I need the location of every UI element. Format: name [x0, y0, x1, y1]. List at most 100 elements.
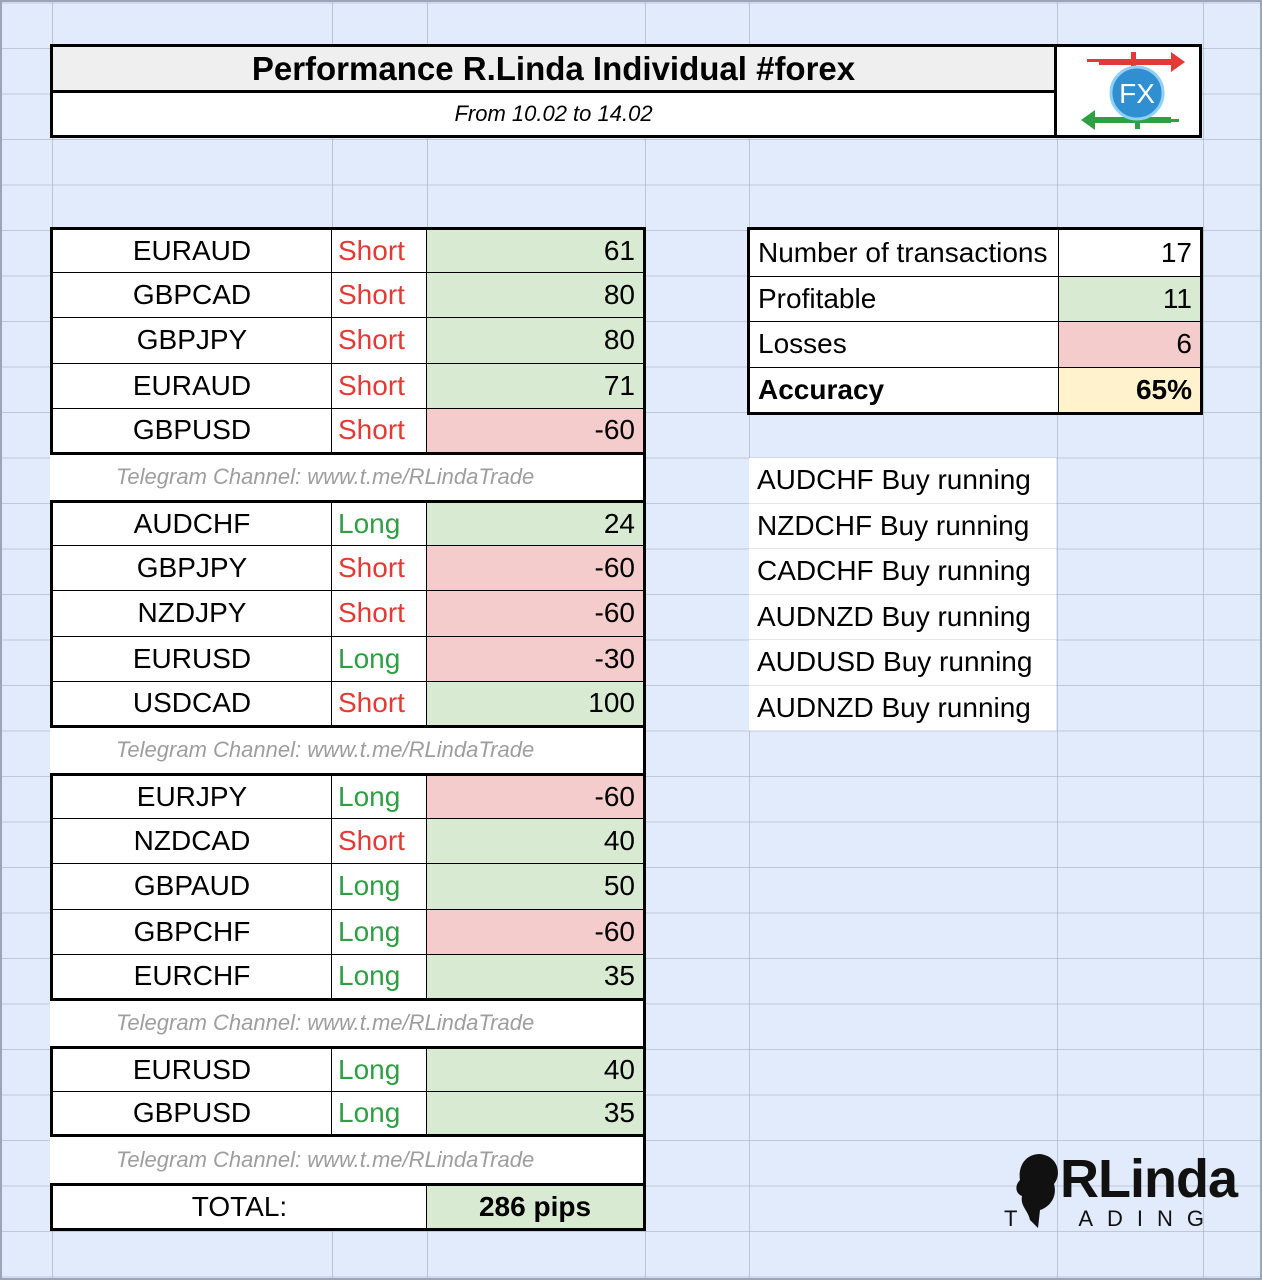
table-row: AUDCHF Long 24 [50, 500, 646, 546]
rlinda-trading-logo: RLinda T ADING [1004, 1148, 1238, 1238]
stat-value: 65% [1059, 367, 1200, 412]
stat-label: Losses [750, 322, 1059, 367]
table-row: EURAUD Short 71 [50, 363, 646, 409]
telegram-channel-note: Telegram Channel: www.t.me/RLindaTrade [50, 454, 646, 500]
trade-direction: Long [332, 1046, 427, 1092]
trade-pips: -60 [427, 591, 646, 637]
stat-label: Accuracy [750, 367, 1059, 412]
currency-pair: EURUSD [50, 636, 332, 682]
table-row: GBPUSD Short -60 [50, 409, 646, 455]
table-row: EURUSD Long -30 [50, 636, 646, 682]
stats-row: Profitable 11 [750, 275, 1200, 321]
currency-pair: GBPCAD [50, 272, 332, 318]
trade-direction: Long [332, 909, 427, 955]
page-title: Performance R.Linda Individual #forex [53, 47, 1057, 93]
running-position-item: NZDCHF Buy running [749, 503, 1056, 549]
trade-pips: 80 [427, 318, 646, 364]
trade-pips: 71 [427, 363, 646, 409]
currency-pair: EURJPY [50, 773, 332, 819]
trade-pips: 24 [427, 500, 646, 546]
currency-pair: EURAUD [50, 363, 332, 409]
brand-tagline: T ADING [1004, 1206, 1218, 1231]
currency-pair: AUDCHF [50, 500, 332, 546]
currency-pair: GBPJPY [50, 318, 332, 364]
total-row: TOTAL: 286 pips [50, 1182, 646, 1231]
running-position-item: CADCHF Buy running [749, 549, 1056, 595]
stat-label: Profitable [750, 276, 1059, 321]
stat-value: 6 [1059, 322, 1200, 367]
grid-col-line [1203, 0, 1204, 1280]
stat-label: Number of transactions [750, 230, 1059, 276]
currency-pair: USDCAD [50, 682, 332, 728]
table-row: NZDJPY Short -60 [50, 591, 646, 637]
running-position-item: AUDUSD Buy running [749, 640, 1056, 686]
trade-direction: Long [332, 500, 427, 546]
trade-pips: 80 [427, 272, 646, 318]
table-row: EURCHF Long 35 [50, 955, 646, 1001]
trades-table: EURAUD Short 61 GBPCAD Short 80 GBPJPY Short 80 E… [50, 227, 646, 1231]
trade-pips: 40 [427, 1046, 646, 1092]
telegram-channel-note: Telegram Channel: www.t.me/RLindaTrade [50, 1000, 646, 1046]
running-positions-list: AUDCHF Buy running NZDCHF Buy running CADC… [749, 458, 1056, 731]
trade-pips: 100 [427, 682, 646, 728]
trade-direction: Short [332, 409, 427, 455]
running-position-item: AUDCHF Buy running [749, 458, 1056, 504]
currency-pair: EURUSD [50, 1046, 332, 1092]
currency-pair: GBPCHF [50, 909, 332, 955]
running-position-item: AUDNZD Buy running [749, 685, 1056, 731]
trade-pips: -30 [427, 636, 646, 682]
currency-pair: NZDJPY [50, 591, 332, 637]
stats-row: Losses 6 [750, 321, 1200, 367]
trade-pips: 50 [427, 864, 646, 910]
silhouette-icon [1016, 1154, 1058, 1228]
currency-pair: GBPUSD [50, 409, 332, 455]
trade-pips: -60 [427, 409, 646, 455]
table-row: EURUSD Long 40 [50, 1046, 646, 1092]
fx-logo-icon: FX [1081, 52, 1185, 130]
currency-pair: EURCHF [50, 955, 332, 1001]
trade-direction: Short [332, 818, 427, 864]
trade-pips: 61 [427, 227, 646, 273]
stats-table: Number of transactions 17 Profitable 11 Loss… [747, 227, 1203, 415]
currency-pair: GBPAUD [50, 864, 332, 910]
trade-pips: -60 [427, 909, 646, 955]
trade-direction: Short [332, 591, 427, 637]
running-position-item: AUDNZD Buy running [749, 594, 1056, 640]
trade-direction: Long [332, 955, 427, 1001]
trade-direction: Short [332, 227, 427, 273]
table-row: GBPAUD Long 50 [50, 864, 646, 910]
trade-pips: -60 [427, 773, 646, 819]
svg-text:FX: FX [1119, 78, 1155, 109]
trade-pips: 35 [427, 955, 646, 1001]
currency-pair: GBPUSD [50, 1091, 332, 1137]
table-row: GBPCAD Short 80 [50, 272, 646, 318]
table-row: EURJPY Long -60 [50, 773, 646, 819]
stats-row: Accuracy 65% [750, 366, 1200, 412]
trade-pips: 35 [427, 1091, 646, 1137]
trade-direction: Short [332, 318, 427, 364]
report-header: Performance R.Linda Individual #forex Fr… [50, 44, 1202, 138]
stat-value: 17 [1059, 230, 1200, 276]
brand-name: RLinda [1060, 1149, 1238, 1209]
trade-direction: Long [332, 1091, 427, 1137]
trade-direction: Short [332, 682, 427, 728]
trade-pips: -60 [427, 545, 646, 591]
table-row: GBPJPY Short 80 [50, 318, 646, 364]
date-range: From 10.02 to 14.02 [53, 93, 1057, 135]
trade-pips: 40 [427, 818, 646, 864]
trade-direction: Short [332, 363, 427, 409]
telegram-channel-note: Telegram Channel: www.t.me/RLindaTrade [50, 727, 646, 773]
table-row: GBPUSD Long 35 [50, 1091, 646, 1137]
stats-row: Number of transactions 17 [750, 230, 1200, 276]
stat-value: 11 [1059, 276, 1200, 321]
total-value: 286 pips [427, 1182, 646, 1231]
currency-pair: GBPJPY [50, 545, 332, 591]
trade-direction: Short [332, 272, 427, 318]
trade-direction: Long [332, 773, 427, 819]
table-row: NZDCAD Short 40 [50, 818, 646, 864]
table-row: GBPJPY Short -60 [50, 545, 646, 591]
grid-col-line [1057, 0, 1058, 1280]
table-row: USDCAD Short 100 [50, 682, 646, 728]
total-label: TOTAL: [50, 1182, 427, 1231]
telegram-channel-note: Telegram Channel: www.t.me/RLindaTrade [50, 1137, 646, 1183]
